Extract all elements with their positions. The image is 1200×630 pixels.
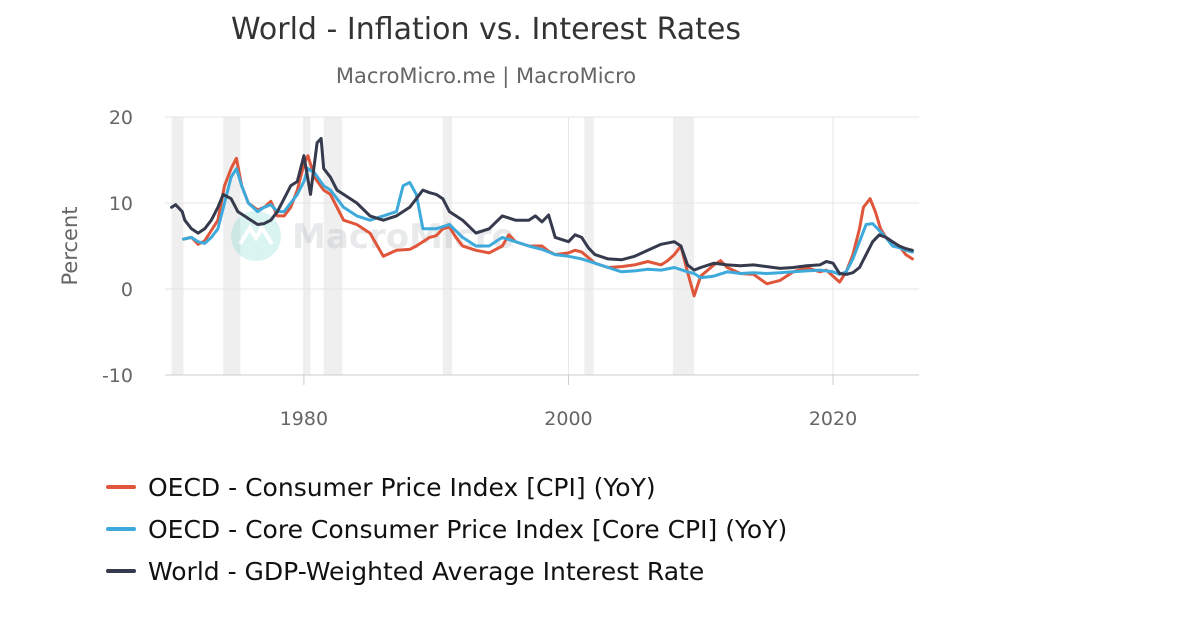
x-tick-label: 2020: [809, 408, 857, 430]
macromicro-logo-icon: [231, 211, 281, 261]
legend-label-interest-rate: World - GDP-Weighted Average Interest Ra…: [148, 556, 705, 586]
recession-band-6: [672, 117, 695, 375]
legend-item-core-cpi[interactable]: OECD - Core Consumer Price Index [Core C…: [106, 508, 787, 550]
recession-shading: [171, 117, 695, 375]
y-axis-label-group: Percent: [58, 206, 82, 285]
legend-swatch-interest-rate: [106, 569, 136, 573]
y-axis-label: Percent: [58, 206, 82, 285]
y-tick-label: 20: [109, 107, 133, 129]
legend-item-interest-rate[interactable]: World - GDP-Weighted Average Interest Ra…: [106, 550, 787, 592]
legend-label-core-cpi: OECD - Core Consumer Price Index [Core C…: [148, 514, 788, 544]
recession-band-0: [171, 117, 184, 375]
legend-swatch-cpi: [106, 485, 136, 489]
chart-subtitle: MacroMicro.me | MacroMicro: [335, 64, 637, 88]
recession-band-2: [303, 117, 311, 375]
recession-band-3: [323, 117, 343, 375]
axes: -10 0 10 20 1980 2000 2020: [102, 107, 919, 430]
legend-swatch-core-cpi: [106, 527, 136, 531]
legend-item-cpi[interactable]: OECD - Consumer Price Index [CPI] (YoY): [106, 466, 787, 508]
series-lines: [170, 137, 914, 298]
legend: OECD - Consumer Price Index [CPI] (YoY) …: [106, 466, 787, 592]
chart-title: World - Inflation vs. Interest Rates: [230, 12, 742, 47]
y-tick-label: 10: [109, 193, 133, 215]
x-tick-label: 1980: [280, 408, 328, 430]
core-cpi-line: [182, 167, 914, 280]
recession-band-4: [442, 117, 453, 375]
interest-rate-line: [170, 137, 914, 276]
y-tick-label: -10: [102, 365, 133, 387]
y-tick-label: 0: [121, 279, 133, 301]
x-tick-label: 2000: [544, 408, 592, 430]
legend-label-cpi: OECD - Consumer Price Index [CPI] (YoY): [148, 472, 656, 502]
